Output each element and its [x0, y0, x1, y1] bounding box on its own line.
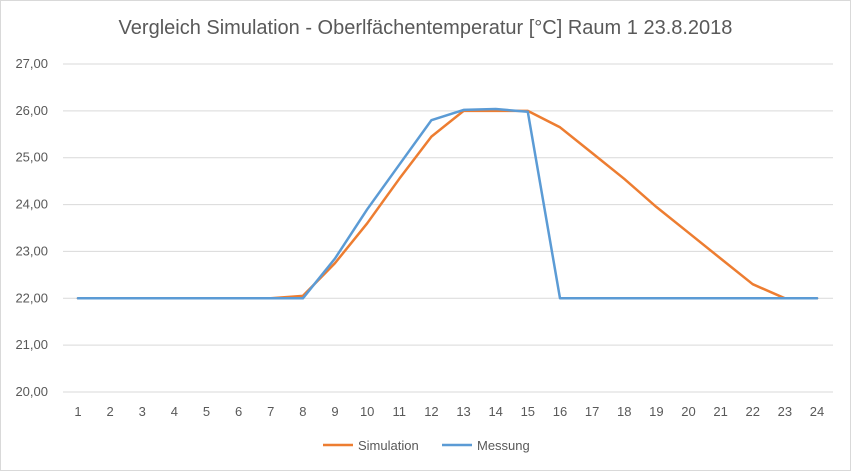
x-tick-label: 11 — [393, 404, 407, 419]
y-tick-label: 23,00 — [15, 243, 48, 258]
x-tick-label: 7 — [267, 404, 274, 419]
x-tick-label: 2 — [107, 404, 114, 419]
series-line-messung — [76, 107, 819, 300]
y-tick-label: 24,00 — [15, 197, 48, 212]
x-tick-label: 8 — [299, 404, 306, 419]
x-tick-label: 20 — [681, 404, 695, 419]
x-tick-label: 21 — [713, 404, 727, 419]
y-tick-label: 27,00 — [15, 56, 48, 71]
x-tick-label: 13 — [456, 404, 470, 419]
x-tick-label: 3 — [139, 404, 146, 419]
chart-title: Vergleich Simulation - Oberlfächentemper… — [118, 17, 733, 39]
y-tick-label: 21,00 — [15, 337, 48, 352]
y-tick-label: 20,00 — [15, 384, 48, 399]
x-tick-label: 14 — [488, 404, 502, 419]
x-tick-label: 9 — [331, 404, 338, 419]
x-tick-label: 10 — [360, 404, 374, 419]
x-tick-label: 1 — [74, 404, 81, 419]
x-tick-label: 15 — [521, 404, 535, 419]
x-tick-label: 5 — [203, 404, 210, 419]
x-tick-label: 23 — [778, 404, 792, 419]
y-tick-label: 26,00 — [15, 103, 48, 118]
y-tick-label: 25,00 — [15, 150, 48, 165]
legend-label-simulation: Simulation — [358, 438, 419, 453]
x-tick-label: 22 — [746, 404, 760, 419]
x-tick-label: 12 — [424, 404, 438, 419]
x-tick-label: 24 — [810, 404, 824, 419]
y-tick-label: 22,00 — [15, 290, 48, 305]
x-tick-label: 16 — [553, 404, 567, 419]
x-tick-label: 4 — [171, 404, 178, 419]
x-tick-label: 6 — [235, 404, 242, 419]
legend-label-messung: Messung — [477, 438, 530, 453]
x-tick-label: 17 — [585, 404, 599, 419]
x-tick-label: 18 — [617, 404, 631, 419]
x-tick-label: 19 — [649, 404, 663, 419]
